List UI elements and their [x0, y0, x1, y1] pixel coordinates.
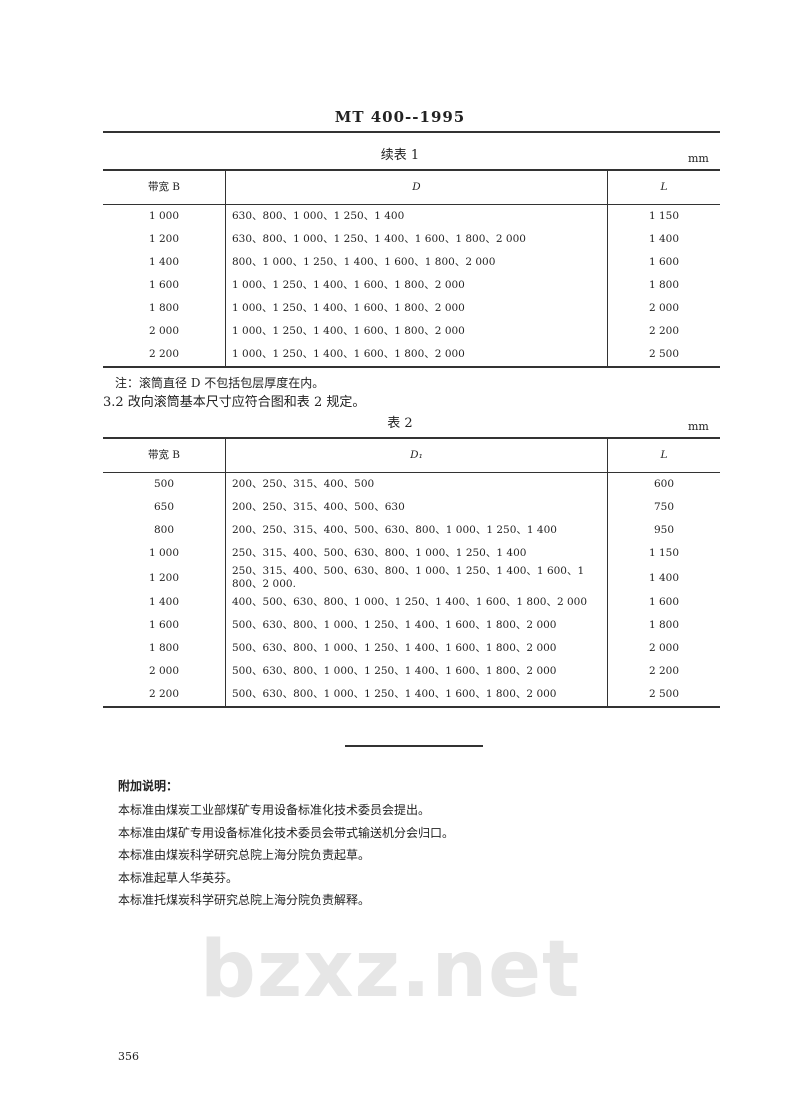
table-row: 1 400 400、500、630、800、1 000、1 250、1 400、1… — [103, 591, 720, 614]
table-row: 1 200 630、800、1 000、1 250、1 400、1 600、1 8… — [103, 228, 720, 251]
table2: 带宽 B D₁ L 500 200、250、315、400、500 600 650 20… — [103, 437, 720, 708]
column-header: D₁ — [225, 438, 608, 473]
column-header: D — [225, 170, 608, 205]
table1-note: 注：滚筒直径 D 不包括包层厚度在内。 — [115, 376, 325, 390]
width-cell: 1 800 — [103, 637, 226, 660]
width-cell: 1 400 — [103, 591, 226, 614]
diameter-cell: 630、800、1 000、1 250、1 400 — [225, 204, 608, 228]
section-3-2: 3.2 改向滚筒基本尺寸应符合图和表 2 规定。 — [103, 395, 366, 410]
length-cell: 1 800 — [648, 619, 680, 631]
length-cell: 1 400 — [648, 233, 680, 245]
page-number: 356 — [118, 1050, 139, 1063]
additional-notes: 本标准由煤炭工业部煤矿专用设备标准化技术委员会提出。 本标准由煤矿专用设备标准化… — [118, 799, 454, 912]
table-row: 1 400 800、1 000、1 250、1 400、1 600、1 800、2… — [103, 251, 720, 274]
table1-unit: mm — [688, 152, 709, 165]
diameter-cell: 630、800、1 000、1 250、1 400、1 600、1 800、2 … — [225, 228, 608, 251]
column-header: 带宽 B — [103, 438, 226, 473]
diameter-cell: 400、500、630、800、1 000、1 250、1 400、1 600、… — [225, 591, 608, 614]
additional-line: 本标准由煤炭工业部煤矿专用设备标准化技术委员会提出。 — [118, 803, 431, 817]
length-cell: 1 600 — [648, 256, 680, 268]
table-row: 800 200、250、315、400、500、630、800、1 000、1 2… — [103, 519, 720, 542]
additional-line: 本标准起草人华英芬。 — [118, 870, 239, 885]
diameter-cell: 250、315、400、500、630、800、1 000、1 250、1 40… — [225, 542, 608, 565]
table-row: 1 800 1 000、1 250、1 400、1 600、1 800、2 000… — [103, 297, 720, 320]
diameter-cell: 800、1 000、1 250、1 400、1 600、1 800、2 000 — [225, 251, 608, 274]
table-row: 1 600 1 000、1 250、1 400、1 600、1 800、2 000… — [103, 274, 720, 297]
table-row: 1 600 500、630、800、1 000、1 250、1 400、1 600… — [103, 614, 720, 637]
width-cell: 500 — [103, 472, 226, 496]
length-cell: 750 — [653, 501, 675, 513]
table-row: 500 200、250、315、400、500 600 — [103, 472, 720, 496]
width-cell: 1 000 — [103, 542, 226, 565]
watermark: bzxz.net — [200, 925, 581, 1015]
width-cell: 2 000 — [103, 320, 226, 343]
width-cell: 1 600 — [103, 614, 226, 637]
width-cell: 1 200 — [103, 565, 226, 591]
table-row: 2 000 1 000、1 250、1 400、1 600、1 800、2 000… — [103, 320, 720, 343]
diameter-cell: 1 000、1 250、1 400、1 600、1 800、2 000 — [225, 320, 608, 343]
length-cell: 1 400 — [648, 571, 680, 584]
column-header: L — [660, 181, 668, 193]
table1: 带宽 B D L 1 000 630、800、1 000、1 250、1 400 1… — [103, 169, 720, 368]
diameter-cell: 1 000、1 250、1 400、1 600、1 800、2 000 — [225, 297, 608, 320]
length-cell: 2 000 — [648, 302, 680, 314]
table1-caption: 续表 1 — [380, 148, 420, 163]
width-cell: 2 000 — [103, 660, 226, 683]
width-cell: 1 400 — [103, 251, 226, 274]
length-cell: 2 200 — [648, 325, 680, 337]
table-row: 2 200 1 000、1 250、1 400、1 600、1 800、2 000… — [103, 343, 720, 367]
diameter-cell: 200、250、315、400、500、630 — [225, 496, 608, 519]
additional-line: 本标准托煤炭科学研究总院上海分院负责解释。 — [118, 893, 371, 907]
table-row: 1 000 250、315、400、500、630、800、1 000、1 250… — [103, 542, 720, 565]
column-header: L — [660, 449, 668, 461]
end-separator — [345, 745, 483, 747]
diameter-cell: 1 000、1 250、1 400、1 600、1 800、2 000 — [225, 274, 608, 297]
diameter-cell: 500、630、800、1 000、1 250、1 400、1 600、1 80… — [225, 683, 608, 707]
diameter-cell: 500、630、800、1 000、1 250、1 400、1 600、1 80… — [225, 614, 608, 637]
width-cell: 2 200 — [103, 343, 226, 367]
length-cell: 1 600 — [648, 596, 680, 608]
table-row: 1 800 500、630、800、1 000、1 250、1 400、1 600… — [103, 637, 720, 660]
table-row: 2 000 500、630、800、1 000、1 250、1 400、1 600… — [103, 660, 720, 683]
additional-line: 本标准由煤炭科学研究总院上海分院负责起草。 — [118, 848, 371, 862]
width-cell: 2 200 — [103, 683, 226, 707]
width-cell: 800 — [103, 519, 226, 542]
width-cell: 1 200 — [103, 228, 226, 251]
length-cell: 2 200 — [648, 665, 680, 677]
diameter-cell: 500、630、800、1 000、1 250、1 400、1 600、1 80… — [225, 660, 608, 683]
diameter-cell: 500、630、800、1 000、1 250、1 400、1 600、1 80… — [225, 637, 608, 660]
width-cell: 650 — [103, 496, 226, 519]
length-cell: 1 150 — [648, 547, 680, 559]
length-cell: 2 500 — [648, 688, 680, 700]
length-cell: 2 000 — [648, 642, 680, 654]
header-rule — [103, 131, 720, 133]
length-cell: 950 — [653, 524, 675, 536]
length-cell: 2 500 — [648, 348, 680, 360]
width-cell: 1 800 — [103, 297, 226, 320]
diameter-cell: 200、250、315、400、500、630、800、1 000、1 250、… — [225, 519, 608, 542]
length-cell: 1 800 — [648, 279, 680, 291]
standard-header: MT 400--1995 — [334, 108, 466, 126]
width-cell: 1 000 — [103, 204, 226, 228]
table-row: 2 200 500、630、800、1 000、1 250、1 400、1 600… — [103, 683, 720, 707]
table-row: 1 000 630、800、1 000、1 250、1 400 1 150 — [103, 204, 720, 228]
diameter-cell: 1 000、1 250、1 400、1 600、1 800、2 000 — [225, 343, 608, 367]
table2-caption: 表 2 — [387, 416, 413, 431]
length-cell: 1 150 — [648, 210, 680, 222]
table2-unit: mm — [688, 420, 709, 433]
width-cell: 1 600 — [103, 274, 226, 297]
diameter-cell: 250、315、400、500、630、800、1 000、1 250、1 40… — [225, 565, 608, 591]
column-header: 带宽 B — [103, 170, 226, 205]
diameter-cell: 200、250、315、400、500 — [225, 472, 608, 496]
additional-title: 附加说明： — [118, 779, 179, 793]
table-row: 1 200 250、315、400、500、630、800、1 000、1 250… — [103, 565, 720, 591]
table-row: 650 200、250、315、400、500、630 750 — [103, 496, 720, 519]
length-cell: 600 — [653, 478, 675, 490]
additional-line: 本标准由煤矿专用设备标准化技术委员会带式输送机分会归口。 — [118, 825, 455, 840]
